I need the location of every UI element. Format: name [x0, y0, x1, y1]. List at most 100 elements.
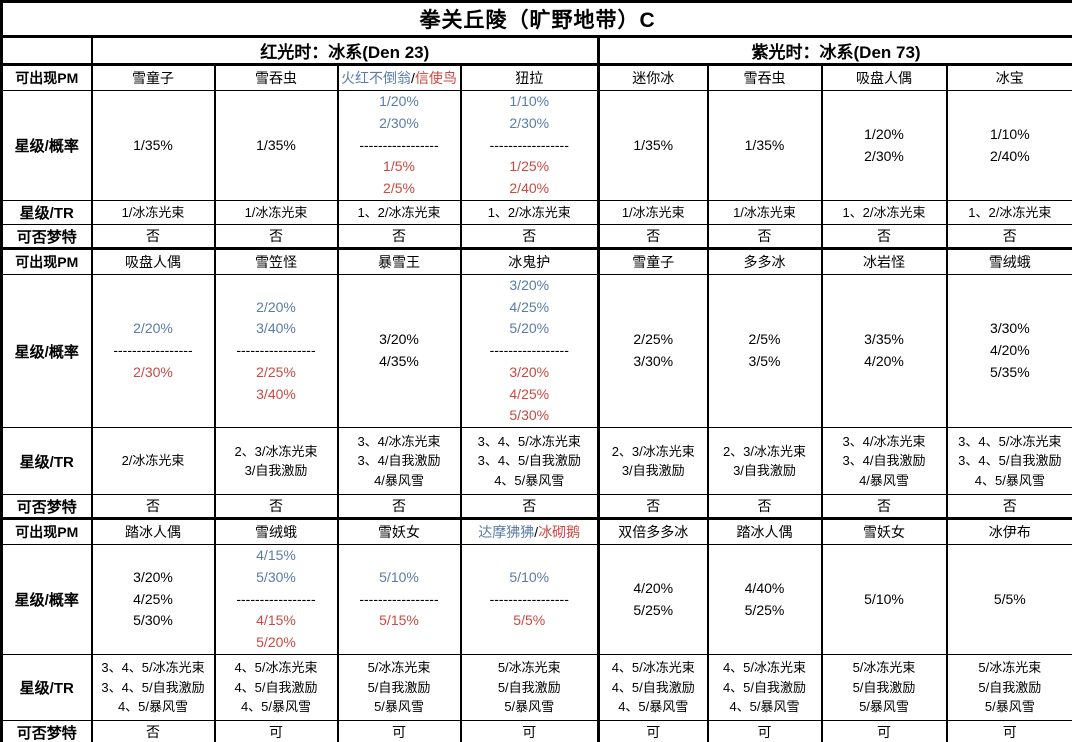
tr-cell: 5/冰冻光束 5/自我激励 5/暴风雪: [336, 654, 461, 721]
prob-cell: 3/20% 4/25% 5/30%: [90, 544, 215, 655]
pm-name: 雪童子: [132, 70, 174, 86]
pm-cell: 吸盘人偶: [90, 247, 215, 275]
prob-values: 2/25% 3/30%: [633, 331, 674, 369]
pm-name: 踏冰人偶: [736, 524, 793, 540]
tr-cell: 4、5/冰冻光束 4、5/自我激励 4、5/暴风雪: [597, 654, 708, 721]
prob-values-purple-light: 5/15%: [379, 612, 419, 629]
dream-cell: 否: [706, 224, 822, 249]
pm-name: 暴雪王: [378, 254, 420, 270]
prob-values: 1/10% 2/40%: [989, 125, 1030, 164]
prob-values-red-light: 1/10% 2/30%: [509, 93, 550, 131]
pm-cell: 雪绒蛾: [213, 517, 338, 545]
tr-cell: 1/冰冻光束: [597, 200, 708, 225]
dream-cell: 否: [597, 224, 708, 249]
tr-cell: 3、4/冰冻光束 3、4/自我激励 4/暴风雪: [336, 427, 461, 495]
row-label-prob: 星级/概率: [0, 544, 93, 655]
tr-cell: 3、4、5/冰冻光束 3、4、5/自我激励 4、5/暴风雪: [459, 427, 599, 495]
dream-cell: 否: [213, 224, 338, 249]
pm-row: 可出现PM 雪童子 雪吞虫 火红不倒翁/信使鸟 狃拉 迷你冰 雪吞虫 吸盘人偶 …: [0, 63, 1072, 91]
pm-name: 踏冰人偶: [125, 524, 181, 540]
tr-cell: 1/冰冻光束: [706, 200, 822, 225]
prob-row: 星级/概率 2/20% ----------------- 2/30% 2/20% …: [0, 274, 1072, 428]
dream-cell: 否: [706, 494, 822, 519]
prob-cell: 1/35%: [213, 90, 338, 201]
row-label-dream: 可否梦特: [0, 720, 93, 742]
prob-cell: 4/40% 5/25%: [706, 544, 822, 655]
prob-separator: -----------------: [489, 590, 569, 607]
pm-cell: 冰岩怪: [820, 247, 947, 275]
dream-cell: 可: [820, 720, 947, 742]
pm-row: 可出现PM 吸盘人偶 雪笠怪 暴雪王 冰鬼护 雪童子 多多冰 冰岩怪 雪绒蛾: [0, 247, 1072, 275]
prob-cell: 1/35%: [597, 90, 708, 201]
pm-cell: 冰宝: [945, 63, 1072, 91]
prob-values-red-light: 2/20% 3/40%: [256, 298, 296, 337]
prob-values: 3/20% 4/25% 5/30%: [133, 568, 173, 629]
dream-cell: 否: [597, 494, 708, 519]
pm-cell: 双倍多多冰: [597, 517, 708, 545]
pm-name: 冰伊布: [988, 524, 1031, 540]
section-header-red-light: 红光时：冰系(Den 23): [90, 35, 599, 66]
pm-name: 狃拉: [515, 70, 544, 86]
row-label-pm: 可出现PM: [0, 247, 93, 275]
prob-values: 2/5% 3/5%: [748, 331, 781, 369]
pm-name: 雪童子: [632, 254, 675, 270]
section-header-row: 红光时：冰系(Den 23) 紫光时：冰系(Den 73): [0, 35, 1072, 66]
pm-name-slash: /: [534, 524, 539, 540]
pm-cell: 冰伊布: [945, 517, 1072, 545]
prob-cell: 5/10% ----------------- 5/5%: [459, 544, 599, 655]
prob-cell: 5/10%: [820, 544, 947, 655]
tr-cell: 2/冰冻光束: [90, 427, 215, 495]
tr-cell: 5/冰冻光束 5/自我激励 5/暴风雪: [459, 654, 599, 721]
dream-cell: 否: [90, 224, 215, 249]
dream-cell: 否: [336, 494, 461, 519]
pm-name: 迷你冰: [632, 70, 675, 86]
dream-cell: 可: [706, 720, 822, 742]
dream-cell: 否: [820, 494, 947, 519]
pm-cell: 踏冰人偶: [90, 517, 215, 545]
section-label-spacer: [0, 35, 92, 66]
prob-cell: 2/5% 3/5%: [706, 274, 822, 428]
tr-cell: 2、3/冰冻光束 3/自我激励: [706, 427, 822, 495]
prob-cell: 1/35%: [90, 90, 215, 201]
pm-cell: 火红不倒翁/信使鸟: [336, 63, 461, 91]
prob-cell: 3/35% 4/20%: [820, 274, 947, 428]
tr-cell: 3、4、5/冰冻光束 3、4、5/自我激励 4、5/暴风雪: [90, 654, 215, 721]
dream-row: 可否梦特 否 否 否 否 否 否 否 否: [0, 224, 1072, 249]
pm-name: 冰鬼护: [508, 254, 551, 270]
tr-row: 星级/TR 2/冰冻光束 2、3/冰冻光束 3/自我激励 3、4/冰冻光束 3、…: [0, 427, 1072, 495]
pm-name-red-light: 火红不倒翁: [341, 70, 412, 86]
tr-cell: 1/冰冻光束: [90, 200, 215, 225]
pm-name: 雪吞虫: [255, 70, 297, 86]
prob-cell: 3/20% 4/25% 5/20% ----------------- 3/20% …: [459, 274, 599, 428]
row-label-prob: 星级/概率: [0, 90, 93, 201]
prob-cell: 2/25% 3/30%: [597, 274, 708, 428]
pm-cell: 雪童子: [597, 247, 708, 275]
dream-cell: 可: [945, 720, 1072, 742]
tr-cell: 1、2/冰冻光束: [820, 200, 947, 225]
prob-values: 5/10%: [864, 590, 904, 607]
row-label-tr: 星级/TR: [0, 654, 93, 721]
row-label-pm: 可出现PM: [0, 517, 93, 545]
tr-cell: 1、2/冰冻光束: [459, 200, 599, 225]
prob-cell: 1/35%: [706, 90, 822, 201]
prob-cell: 5/10% ----------------- 5/15%: [336, 544, 461, 655]
pm-name: 雪绒蛾: [988, 254, 1031, 270]
prob-separator: -----------------: [113, 342, 193, 359]
prob-values: 4/20% 5/25%: [633, 579, 674, 618]
page-title: 拳关丘陵（旷野地带）C: [0, 1, 1072, 38]
prob-values-red-light: 1/20% 2/30%: [379, 93, 419, 131]
tr-cell: 5/冰冻光束 5/自我激励 5/暴风雪: [945, 654, 1072, 721]
prob-cell: 2/20% 3/40% ----------------- 2/25% 3/40%: [213, 274, 338, 428]
pm-name: 雪妖女: [863, 524, 905, 540]
pm-cell: 雪吞虫: [706, 63, 822, 91]
pm-cell: 雪妖女: [820, 517, 947, 545]
prob-values: 1/35%: [633, 136, 674, 153]
prob-cell: 1/20% 2/30%: [820, 90, 947, 201]
prob-values-purple-light: 5/5%: [513, 612, 546, 629]
prob-values: 1/20% 2/30%: [864, 125, 904, 164]
pm-cell: 踏冰人偶: [706, 517, 822, 545]
prob-values: 5/5%: [993, 590, 1026, 607]
pm-name: 冰岩怪: [863, 254, 905, 270]
dream-row: 可否梦特 否 可 可 可 可 可 可 可: [0, 720, 1072, 742]
